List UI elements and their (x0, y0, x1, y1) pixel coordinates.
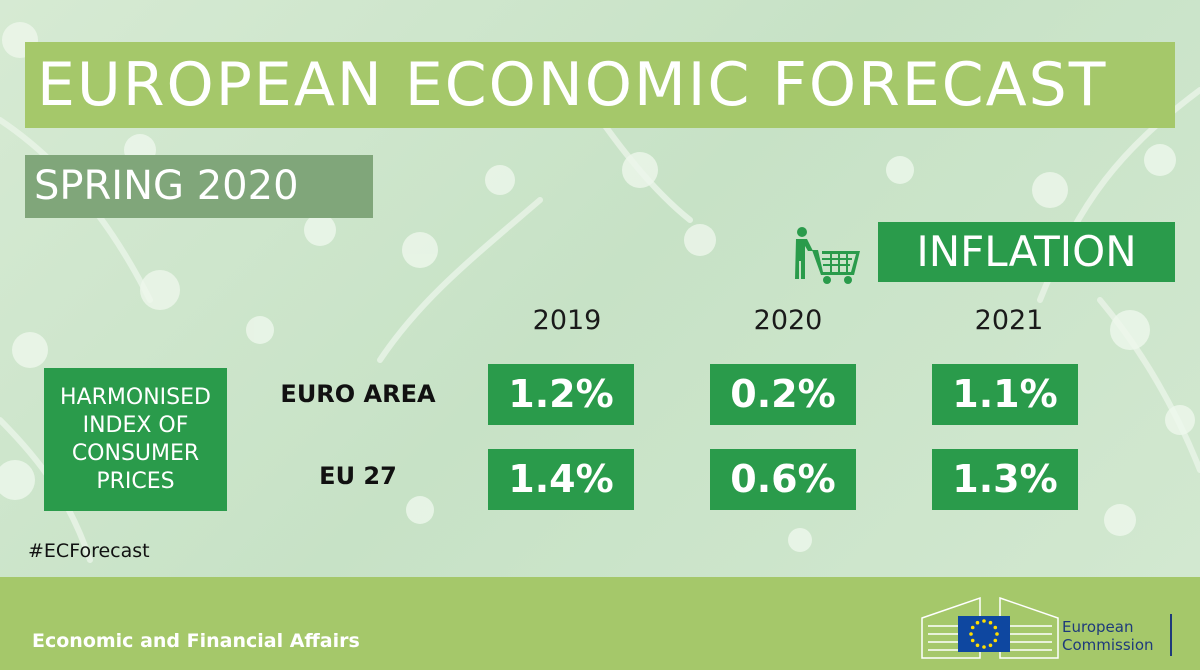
row-label-eu27: EU 27 (319, 462, 397, 490)
hashtag[interactable]: #ECForecast (28, 540, 150, 562)
indicator-box: HARMONISED INDEX OF CONSUMER PRICES (44, 368, 227, 511)
row-label-euro-area: EURO AREA (280, 380, 436, 408)
value-eu27-2021: 1.3% (932, 449, 1078, 510)
year-header-2021: 2021 (974, 305, 1044, 336)
indicator-label: HARMONISED INDEX OF CONSUMER PRICES (60, 384, 211, 494)
value-eu27-2019: 1.4% (488, 449, 634, 510)
topic-label: INFLATION (916, 227, 1137, 276)
title-banner (25, 42, 1175, 128)
footer-department: Economic and Financial Affairs (32, 630, 360, 652)
topic-box (878, 222, 1175, 282)
european-commission-logo-icon (921, 596, 1059, 659)
subtitle-box (25, 155, 373, 218)
year-header-2019: 2019 (532, 305, 602, 336)
page-title: EUROPEAN ECONOMIC FORECAST (37, 50, 1108, 120)
value-euro-area-2021: 1.1% (932, 364, 1078, 425)
value-eu27-2020: 0.6% (710, 449, 856, 510)
ec-divider (1170, 614, 1172, 656)
shopping-cart-person-icon (795, 227, 860, 284)
value-euro-area-2019: 1.2% (488, 364, 634, 425)
page-subtitle: SPRING 2020 (34, 163, 299, 209)
ec-name: European Commission (1062, 618, 1154, 654)
year-header-2020: 2020 (753, 305, 823, 336)
value-euro-area-2020: 0.2% (710, 364, 856, 425)
